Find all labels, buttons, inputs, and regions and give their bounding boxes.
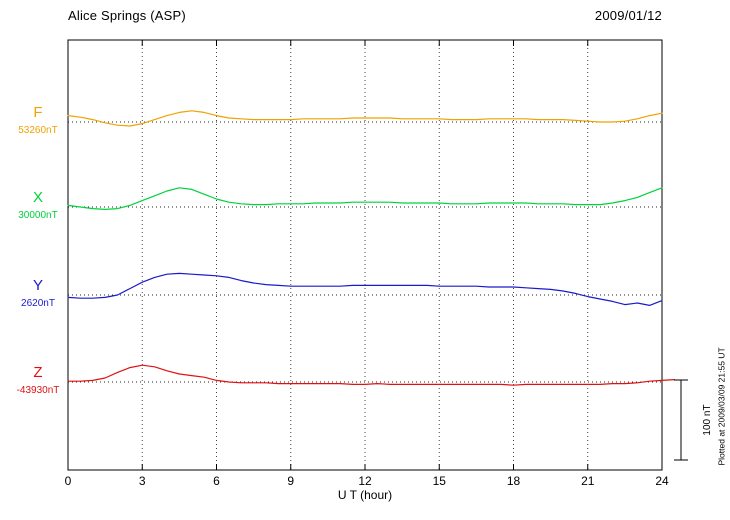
series-label-X: X [32,189,43,206]
series-line-X [67,187,663,210]
series-line-Y [67,272,663,306]
x-tick-label: 9 [287,474,294,488]
series-label-F: F [33,104,43,121]
series-label-Y: Y [32,277,43,294]
plotted-at-footnote: Plotted at 2009/03/09 21:55 UT [716,347,727,466]
x-tick-label: 0 [65,474,72,488]
x-tick-label: 24 [655,474,669,488]
series-baseline-Y: 2620nT [21,298,55,309]
x-tick-label: 6 [213,474,220,488]
station-title: Alice Springs (ASP) [68,8,186,23]
series-baseline-Z: -43930nT [16,385,60,396]
x-tick-label: 3 [139,474,146,488]
x-tick-label: 21 [581,474,595,488]
x-tick-label: 12 [358,474,372,488]
x-tick-label: 15 [433,474,447,488]
scale-bar-label: 100 nT [702,404,713,436]
x-axis-label: U T (hour) [337,488,393,502]
series-baseline-X: 30000nT [18,210,58,221]
series-line-F [67,110,663,127]
date-label: 2009/01/12 [594,8,662,23]
series-label-Z: Z [33,364,43,381]
x-tick-label: 18 [507,474,521,488]
series-baseline-F: 53260nT [18,125,58,136]
series-line-Z [67,364,676,386]
